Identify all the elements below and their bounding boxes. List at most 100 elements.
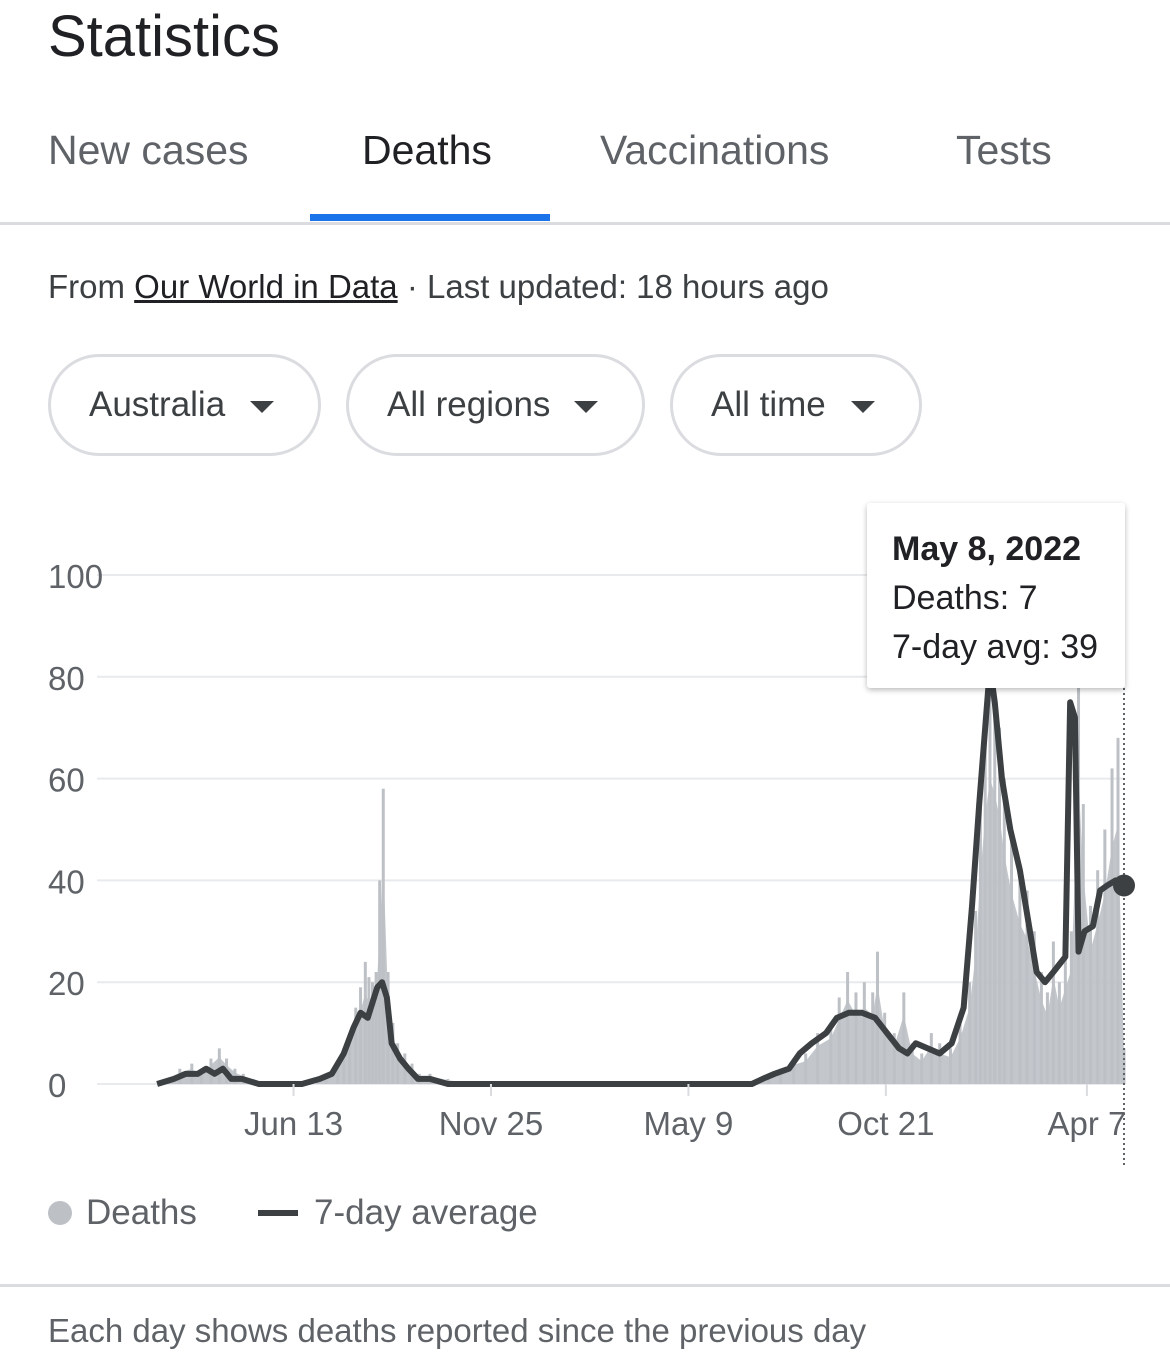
deaths-bar [381,788,385,1084]
source-separator: · [406,268,418,305]
deaths-bar [892,1033,896,1084]
source-link[interactable]: Our World in Data [134,268,398,305]
legend-average-label: 7-day average [314,1193,538,1232]
deaths-bar [854,992,858,1084]
deaths-bar [354,1007,358,1084]
deaths-bar [359,987,363,1084]
deaths-bar [1010,829,1014,1084]
x-tick-label: Apr 7 [1047,1105,1126,1142]
deaths-bar [883,1012,887,1084]
country-filter-chip[interactable]: Australia [48,354,321,456]
deaths-bar [938,1043,942,1084]
deaths-bar [1096,870,1100,1084]
time-filter-chip[interactable]: All time [670,354,922,456]
deaths-bar [1025,890,1029,1084]
deaths-bar [1122,1048,1126,1084]
deaths-bar [948,1048,952,1084]
deaths-bar [396,1043,400,1084]
deaths-bar [846,972,850,1084]
y-tick-label: 100 [48,558,103,595]
deaths-bar [391,1022,395,1084]
deaths-legend-dot-icon [48,1201,72,1225]
chart-tooltip: May 8, 2022 Deaths: 7 7-day avg: 39 [867,503,1125,688]
deaths-bar [978,804,982,1084]
deaths-bar [367,977,371,1084]
chart-footnote: Each day shows deaths reported since the… [48,1312,867,1349]
tab-bar: New cases Deaths Vaccinations Tests [0,110,1170,225]
deaths-bar [816,1033,820,1084]
deaths-bar [336,1063,340,1084]
deaths-bar [1069,931,1073,1084]
deaths-bar [1103,829,1107,1084]
deaths-chart[interactable]: 0 20 40 60 80 100 Jun 13 Nov 25 May 9 Oct 21 Apr … [0,490,1170,1180]
deaths-bar [217,1048,221,1084]
deaths-bar [1116,737,1120,1084]
deaths-bar [1032,931,1036,1084]
deaths-bar [974,910,978,1084]
dropdown-caret-icon [574,401,598,413]
deaths-bar [767,1078,771,1084]
deaths-bar [993,697,997,1084]
region-filter-label: All regions [387,385,551,424]
tab-deaths[interactable]: Deaths [362,127,492,173]
x-tick-label: Oct 21 [837,1105,934,1142]
y-tick-label: 40 [48,863,85,900]
deaths-bar [199,1073,203,1084]
deaths-bar [902,992,906,1084]
deaths-bar [1063,956,1067,1084]
deaths-bar [779,1068,783,1084]
legend-deaths-label: Deaths [86,1193,197,1232]
y-tick-label: 20 [48,965,85,1002]
deaths-bar [363,961,367,1084]
deaths-bar [1018,870,1022,1084]
deaths-bar [968,982,972,1084]
tooltip-deaths: Deaths: 7 [892,579,1038,617]
deaths-bar [998,727,1002,1084]
y-tick-label: 80 [48,660,85,697]
deaths-bar [1110,768,1114,1084]
deaths-bar [804,1053,808,1084]
deaths-bar [871,992,875,1084]
legend-average: 7-day average [258,1190,538,1236]
deaths-bar [1002,778,1006,1084]
tab-tests[interactable]: Tests [956,127,1052,173]
time-filter-label: All time [711,385,826,424]
y-tick-label: 0 [48,1067,66,1104]
deaths-bar [862,982,866,1084]
active-tab-indicator [310,214,550,221]
tooltip-avg: 7-day avg: 39 [892,628,1099,666]
dropdown-caret-icon [851,401,875,413]
deaths-bar [837,997,841,1084]
section-divider [0,1284,1170,1287]
tab-new-cases[interactable]: New cases [48,127,249,173]
dropdown-caret-icon [250,401,274,413]
deaths-bar [348,1033,352,1084]
deaths-bar [910,1043,914,1084]
deaths-bar [1039,972,1043,1084]
source-line: From Our World in Data · Last updated: 1… [48,266,829,308]
deaths-bar [958,1022,962,1084]
highlight-point [1113,874,1135,897]
x-tick-label: Nov 25 [439,1105,544,1142]
y-tick-label: 60 [48,762,85,799]
tab-vaccinations[interactable]: Vaccinations [600,127,830,173]
deaths-bar [983,727,987,1084]
average-line [156,663,1126,1087]
legend-deaths: Deaths [48,1190,197,1236]
deaths-bar [1088,905,1092,1084]
tooltip-date: May 8, 2022 [892,530,1082,568]
deaths-bar [1045,992,1049,1084]
x-tick-label: May 9 [643,1105,733,1142]
last-updated: Last updated: 18 hours ago [427,268,829,305]
source-prefix: From [48,268,125,305]
region-filter-chip[interactable]: All regions [346,354,645,456]
deaths-bar [371,982,375,1084]
deaths-bar [792,1058,796,1084]
x-tick-label: Jun 13 [244,1105,343,1142]
deaths-bar [929,1033,933,1084]
average-legend-line-icon [258,1210,298,1216]
page-title: Statistics [48,4,281,69]
deaths-bar [829,1022,833,1084]
deaths-bar [374,972,378,1084]
deaths-bar [920,1053,924,1084]
